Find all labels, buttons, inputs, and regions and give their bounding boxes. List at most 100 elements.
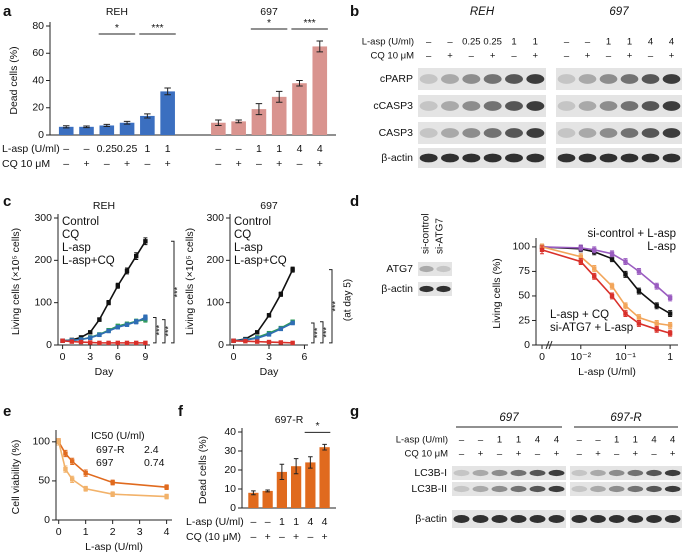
blot-signal bbox=[627, 469, 644, 477]
treatment-value: – bbox=[595, 435, 601, 446]
y-tick-label: 100 bbox=[512, 241, 530, 253]
treatment-value: 0.25 bbox=[483, 37, 502, 48]
treatment-value: + bbox=[124, 158, 130, 170]
blot-band bbox=[418, 262, 452, 276]
bar bbox=[231, 121, 246, 135]
data-point bbox=[278, 292, 284, 297]
blot-signal bbox=[505, 128, 523, 138]
blot-signal bbox=[510, 515, 527, 523]
blot-signal bbox=[578, 74, 597, 84]
legend-entry: L-asp bbox=[647, 241, 676, 253]
data-point bbox=[97, 317, 102, 322]
error-bar bbox=[62, 125, 70, 129]
y-tick-label: 20 bbox=[224, 464, 236, 476]
data-point bbox=[266, 332, 272, 337]
treatment-label: CQ (10 μM) bbox=[186, 531, 241, 543]
blot-signal bbox=[441, 153, 459, 163]
series-line bbox=[541, 246, 671, 327]
blot-signal bbox=[557, 74, 576, 84]
data-point bbox=[623, 311, 628, 316]
series-line bbox=[541, 249, 671, 334]
data-point bbox=[636, 288, 642, 294]
data-point bbox=[667, 295, 673, 301]
data-point bbox=[143, 315, 148, 320]
treatment-value: – bbox=[426, 51, 432, 62]
data-point bbox=[63, 466, 68, 472]
legend-entry: L-asp+CQ bbox=[62, 255, 115, 267]
y-tick-label: 200 bbox=[34, 254, 52, 266]
blot-signal bbox=[578, 101, 597, 111]
bar bbox=[319, 447, 330, 508]
blot-signal bbox=[472, 485, 489, 493]
treatment-value: 1 bbox=[165, 143, 171, 155]
treatment-value: + bbox=[447, 51, 453, 62]
data-point bbox=[143, 239, 148, 244]
bar bbox=[262, 490, 273, 508]
y-axis-label: Dead cells (%) bbox=[197, 436, 209, 504]
blot-group: REH bbox=[470, 6, 495, 18]
blot-signal bbox=[526, 101, 545, 111]
error-bar bbox=[144, 113, 151, 119]
blot-signal bbox=[419, 285, 434, 293]
legend-entry: L-asp bbox=[62, 242, 91, 254]
treatment-value: + bbox=[236, 158, 242, 170]
legend-entry: L-asp + CQ bbox=[550, 309, 609, 321]
data-point bbox=[254, 330, 260, 335]
treatment-value: – bbox=[84, 143, 90, 155]
chart-title: 697-R bbox=[275, 414, 304, 426]
treatment-value: 4 bbox=[317, 143, 323, 155]
data-point bbox=[69, 477, 75, 482]
treatment-value: 1 bbox=[606, 37, 611, 48]
blot-signal bbox=[462, 74, 481, 84]
y-tick-label: 200 bbox=[206, 254, 224, 266]
blot-signal bbox=[571, 469, 588, 477]
data-point bbox=[667, 331, 673, 336]
error-bar bbox=[215, 119, 222, 126]
series-line bbox=[62, 316, 146, 342]
bar bbox=[58, 126, 74, 135]
blot-signal bbox=[419, 153, 438, 163]
significance-bracket bbox=[162, 319, 166, 344]
treatment-value: 4 bbox=[554, 435, 559, 446]
data-point bbox=[88, 330, 93, 335]
treatment-value: + bbox=[533, 51, 539, 62]
error-bar bbox=[235, 119, 242, 124]
treatment-value: + bbox=[516, 449, 522, 460]
series-line bbox=[62, 240, 147, 342]
error-bar bbox=[322, 443, 327, 451]
data-point bbox=[97, 340, 102, 346]
blot-signal bbox=[590, 469, 606, 477]
data-point bbox=[636, 315, 642, 320]
ic50-title: IC50 (U/ml) bbox=[91, 430, 145, 442]
blot-band bbox=[556, 68, 682, 90]
bar bbox=[248, 492, 259, 508]
treatment-value: – bbox=[606, 51, 612, 62]
band-label: β-actin bbox=[381, 152, 413, 164]
significance-bracket bbox=[153, 316, 157, 344]
treatment-value: – bbox=[63, 158, 69, 170]
significance-label: *** bbox=[303, 17, 315, 29]
blot-band bbox=[556, 148, 682, 168]
blot-signal bbox=[491, 485, 508, 493]
bar bbox=[79, 126, 94, 135]
data-point bbox=[623, 303, 628, 308]
blot-signal bbox=[472, 469, 489, 477]
band-label: ATG7 bbox=[386, 263, 413, 275]
group-title: REH bbox=[106, 6, 128, 18]
bar bbox=[276, 471, 288, 508]
significance-bracket bbox=[171, 240, 175, 344]
bar bbox=[290, 466, 302, 508]
treatment-value: + bbox=[633, 449, 639, 460]
data-point bbox=[667, 323, 673, 328]
data-point bbox=[654, 327, 659, 332]
panel-letter: b bbox=[350, 3, 359, 20]
chart-title: REH bbox=[93, 200, 115, 212]
data-point bbox=[124, 322, 130, 327]
legend-entry: CQ bbox=[62, 229, 79, 241]
error-bar bbox=[251, 490, 256, 496]
significance-bracket bbox=[329, 269, 333, 344]
data-point bbox=[164, 494, 169, 499]
data-point bbox=[69, 339, 74, 344]
blot-band bbox=[556, 122, 682, 144]
treatment-label: L-asp (U/ml) bbox=[2, 143, 60, 155]
